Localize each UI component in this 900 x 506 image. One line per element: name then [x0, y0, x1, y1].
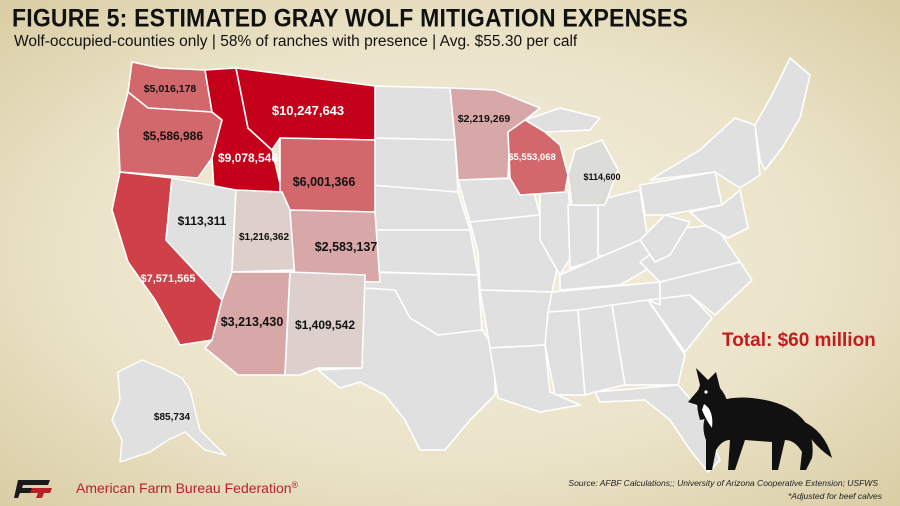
- colored-states: [111, 61, 569, 376]
- source-note: Source: AFBF Calculations;; University o…: [568, 478, 878, 488]
- state-kansas: [374, 229, 479, 276]
- state-colorado: [289, 209, 381, 283]
- value-label-michigan: $114,600: [583, 172, 620, 182]
- state-mid-atlantic: [689, 189, 749, 239]
- page-subtitle: Wolf-occupied-counties only | 58% of ran…: [14, 33, 578, 50]
- adjustment-note: *Adjusted for beef calves: [787, 491, 882, 501]
- state-north-dakota: [374, 85, 456, 141]
- total-label: Total: $60 million: [722, 330, 876, 351]
- state-mississippi: [544, 309, 586, 396]
- state-north-carolina: [647, 261, 753, 316]
- state-arkansas: [479, 289, 553, 349]
- state-indiana: [567, 204, 599, 269]
- trademark-symbol: ®: [291, 480, 299, 490]
- value-label-minnesota: $2,219,269: [458, 113, 511, 125]
- state-value-labels: $5,016,178 $5,586,986 $7,571,565 $9,078,…: [140, 83, 620, 423]
- value-label-colorado: $2,583,137: [315, 240, 378, 254]
- afbf-logo-icon: [14, 480, 52, 498]
- state-florida: [594, 384, 721, 473]
- value-label-wyoming: $6,001,366: [293, 175, 356, 189]
- state-wisconsin: [507, 119, 569, 196]
- organization-label: American Farm Bureau Federation: [76, 480, 292, 496]
- state-alaska: [111, 359, 228, 464]
- value-label-montana: $10,247,643: [272, 103, 344, 118]
- state-new-york: [649, 117, 761, 189]
- value-label-wisconsin: $5,553,068: [508, 152, 556, 163]
- state-georgia: [611, 299, 686, 386]
- wolf-icon: [688, 368, 832, 470]
- state-west-virginia: [639, 214, 691, 263]
- value-label-washington: $5,016,178: [144, 83, 197, 95]
- value-label-oregon: $5,586,986: [143, 129, 203, 143]
- state-south-dakota: [374, 137, 459, 193]
- value-label-alaska: $85,734: [154, 412, 191, 423]
- state-utah: [231, 189, 296, 273]
- state-new-england: [754, 57, 811, 171]
- page-title: FIGURE 5: ESTIMATED GRAY WOLF MITIGATION…: [12, 4, 689, 33]
- organization-name: American Farm Bureau Federation®: [76, 480, 298, 496]
- value-label-idaho: $9,078,546: [218, 151, 278, 165]
- value-label-california: $7,571,565: [140, 273, 195, 285]
- value-label-arizona: $3,213,430: [221, 315, 284, 329]
- state-nebraska: [364, 184, 471, 231]
- value-label-nevada: $113,311: [178, 214, 227, 228]
- value-label-utah: $1,216,362: [239, 232, 289, 243]
- value-label-new-mexico: $1,409,542: [295, 318, 355, 332]
- state-new-mexico: [284, 271, 366, 376]
- state-alabama: [577, 304, 626, 396]
